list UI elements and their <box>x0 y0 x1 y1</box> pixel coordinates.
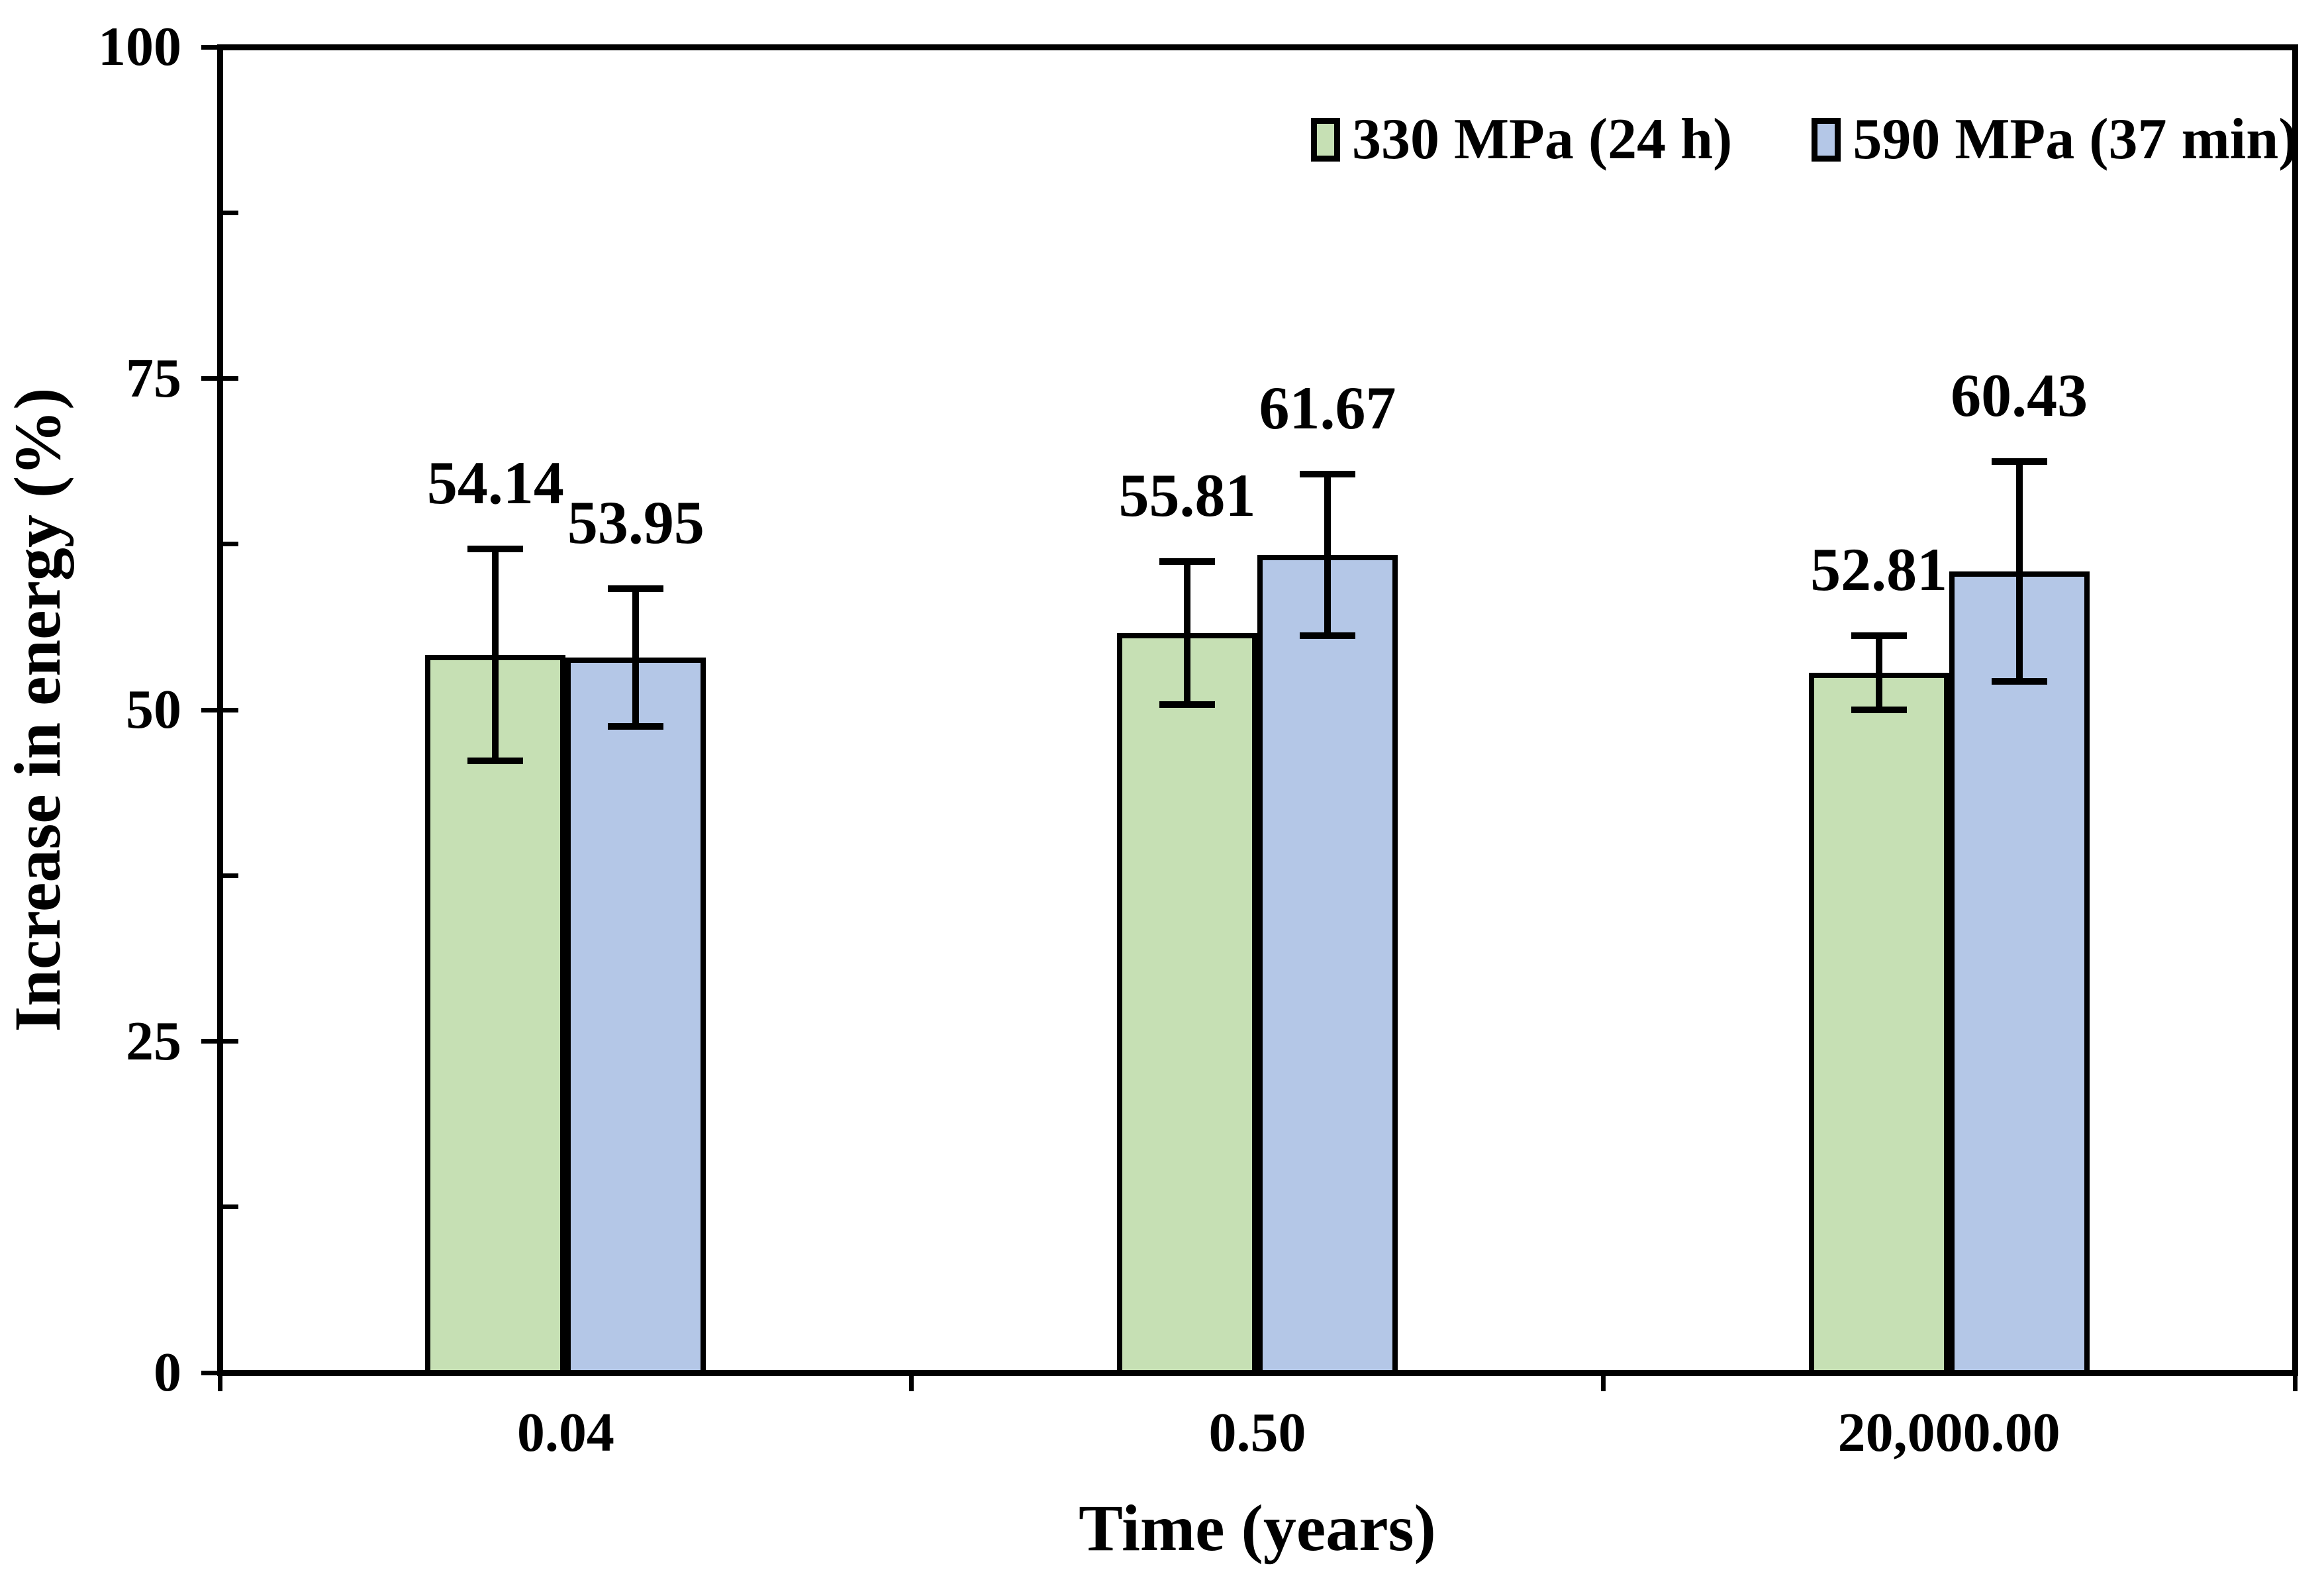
bar-590mpa-cat1 <box>1257 555 1398 1375</box>
legend-swatch-icon <box>1311 117 1340 162</box>
y-major-tick <box>201 1039 238 1044</box>
error-bar-cap-top <box>1851 632 1907 639</box>
error-bar-line <box>1184 561 1190 705</box>
data-label: 54.14 <box>426 448 564 516</box>
error-bar-cap-bottom <box>1851 706 1907 713</box>
data-label: 61.67 <box>1259 374 1396 442</box>
y-tick-label: 75 <box>126 347 181 409</box>
error-bar-cap-bottom <box>608 723 664 730</box>
x-tick <box>909 1373 914 1391</box>
x-category-label: 0.04 <box>516 1402 614 1463</box>
x-tick <box>217 1373 222 1391</box>
x-tick <box>1600 1373 1606 1391</box>
error-bar-cap-top <box>1159 558 1215 565</box>
y-major-tick <box>201 707 238 712</box>
legend-label: 330 MPa (24 h) <box>1352 107 1733 172</box>
legend-label: 590 MPa (37 min) <box>1853 107 2298 172</box>
data-label: 52.81 <box>1810 535 1948 603</box>
bar-330mpa-cat0 <box>425 655 566 1375</box>
data-label: 60.43 <box>1951 362 2088 430</box>
legend-item: 330 MPa (24 h) <box>1311 107 1732 173</box>
error-bar-cap-top <box>467 545 524 552</box>
y-minor-tick <box>220 873 238 878</box>
error-bar-cap-bottom <box>467 758 524 765</box>
error-bar-cap-bottom <box>1991 678 2047 685</box>
y-major-tick <box>201 44 238 50</box>
y-major-tick <box>201 376 238 381</box>
y-tick-label: 50 <box>126 679 181 740</box>
error-bar-cap-top <box>1300 471 1355 478</box>
error-bar-cap-bottom <box>1300 632 1355 640</box>
legend: 330 MPa (24 h) 590 MPa (37 min) <box>1311 105 2298 174</box>
error-bar-cap-bottom <box>1159 701 1215 708</box>
error-bar-line <box>492 548 499 761</box>
bar-590mpa-cat0 <box>565 657 706 1375</box>
legend-swatch-icon <box>1812 117 1841 162</box>
y-tick-label: 25 <box>126 1010 181 1072</box>
y-tick-label: 0 <box>154 1342 181 1403</box>
y-tick-label: 100 <box>98 16 181 77</box>
x-axis-title: Time (years) <box>1079 1491 1436 1565</box>
bar-590mpa-cat2 <box>1949 571 2090 1375</box>
bar-330mpa-cat2 <box>1808 672 1949 1375</box>
bar-330mpa-cat1 <box>1117 632 1257 1375</box>
y-minor-tick <box>220 210 238 215</box>
legend-item: 590 MPa (37 min) <box>1812 107 2298 173</box>
y-minor-tick <box>220 1204 238 1210</box>
error-bar-line <box>1324 474 1331 636</box>
error-bar-line <box>1875 635 1882 710</box>
data-label: 53.95 <box>567 488 704 556</box>
error-bar-cap-top <box>1991 458 2047 466</box>
x-category-label: 0.50 <box>1208 1402 1306 1463</box>
x-tick <box>2292 1373 2298 1391</box>
y-minor-tick <box>220 542 238 547</box>
error-bar-line <box>632 588 640 727</box>
x-category-label: 20,000.00 <box>1837 1402 2060 1463</box>
error-bar-cap-top <box>608 585 664 592</box>
data-label: 55.81 <box>1118 461 1256 529</box>
error-bar-line <box>2015 462 2023 682</box>
